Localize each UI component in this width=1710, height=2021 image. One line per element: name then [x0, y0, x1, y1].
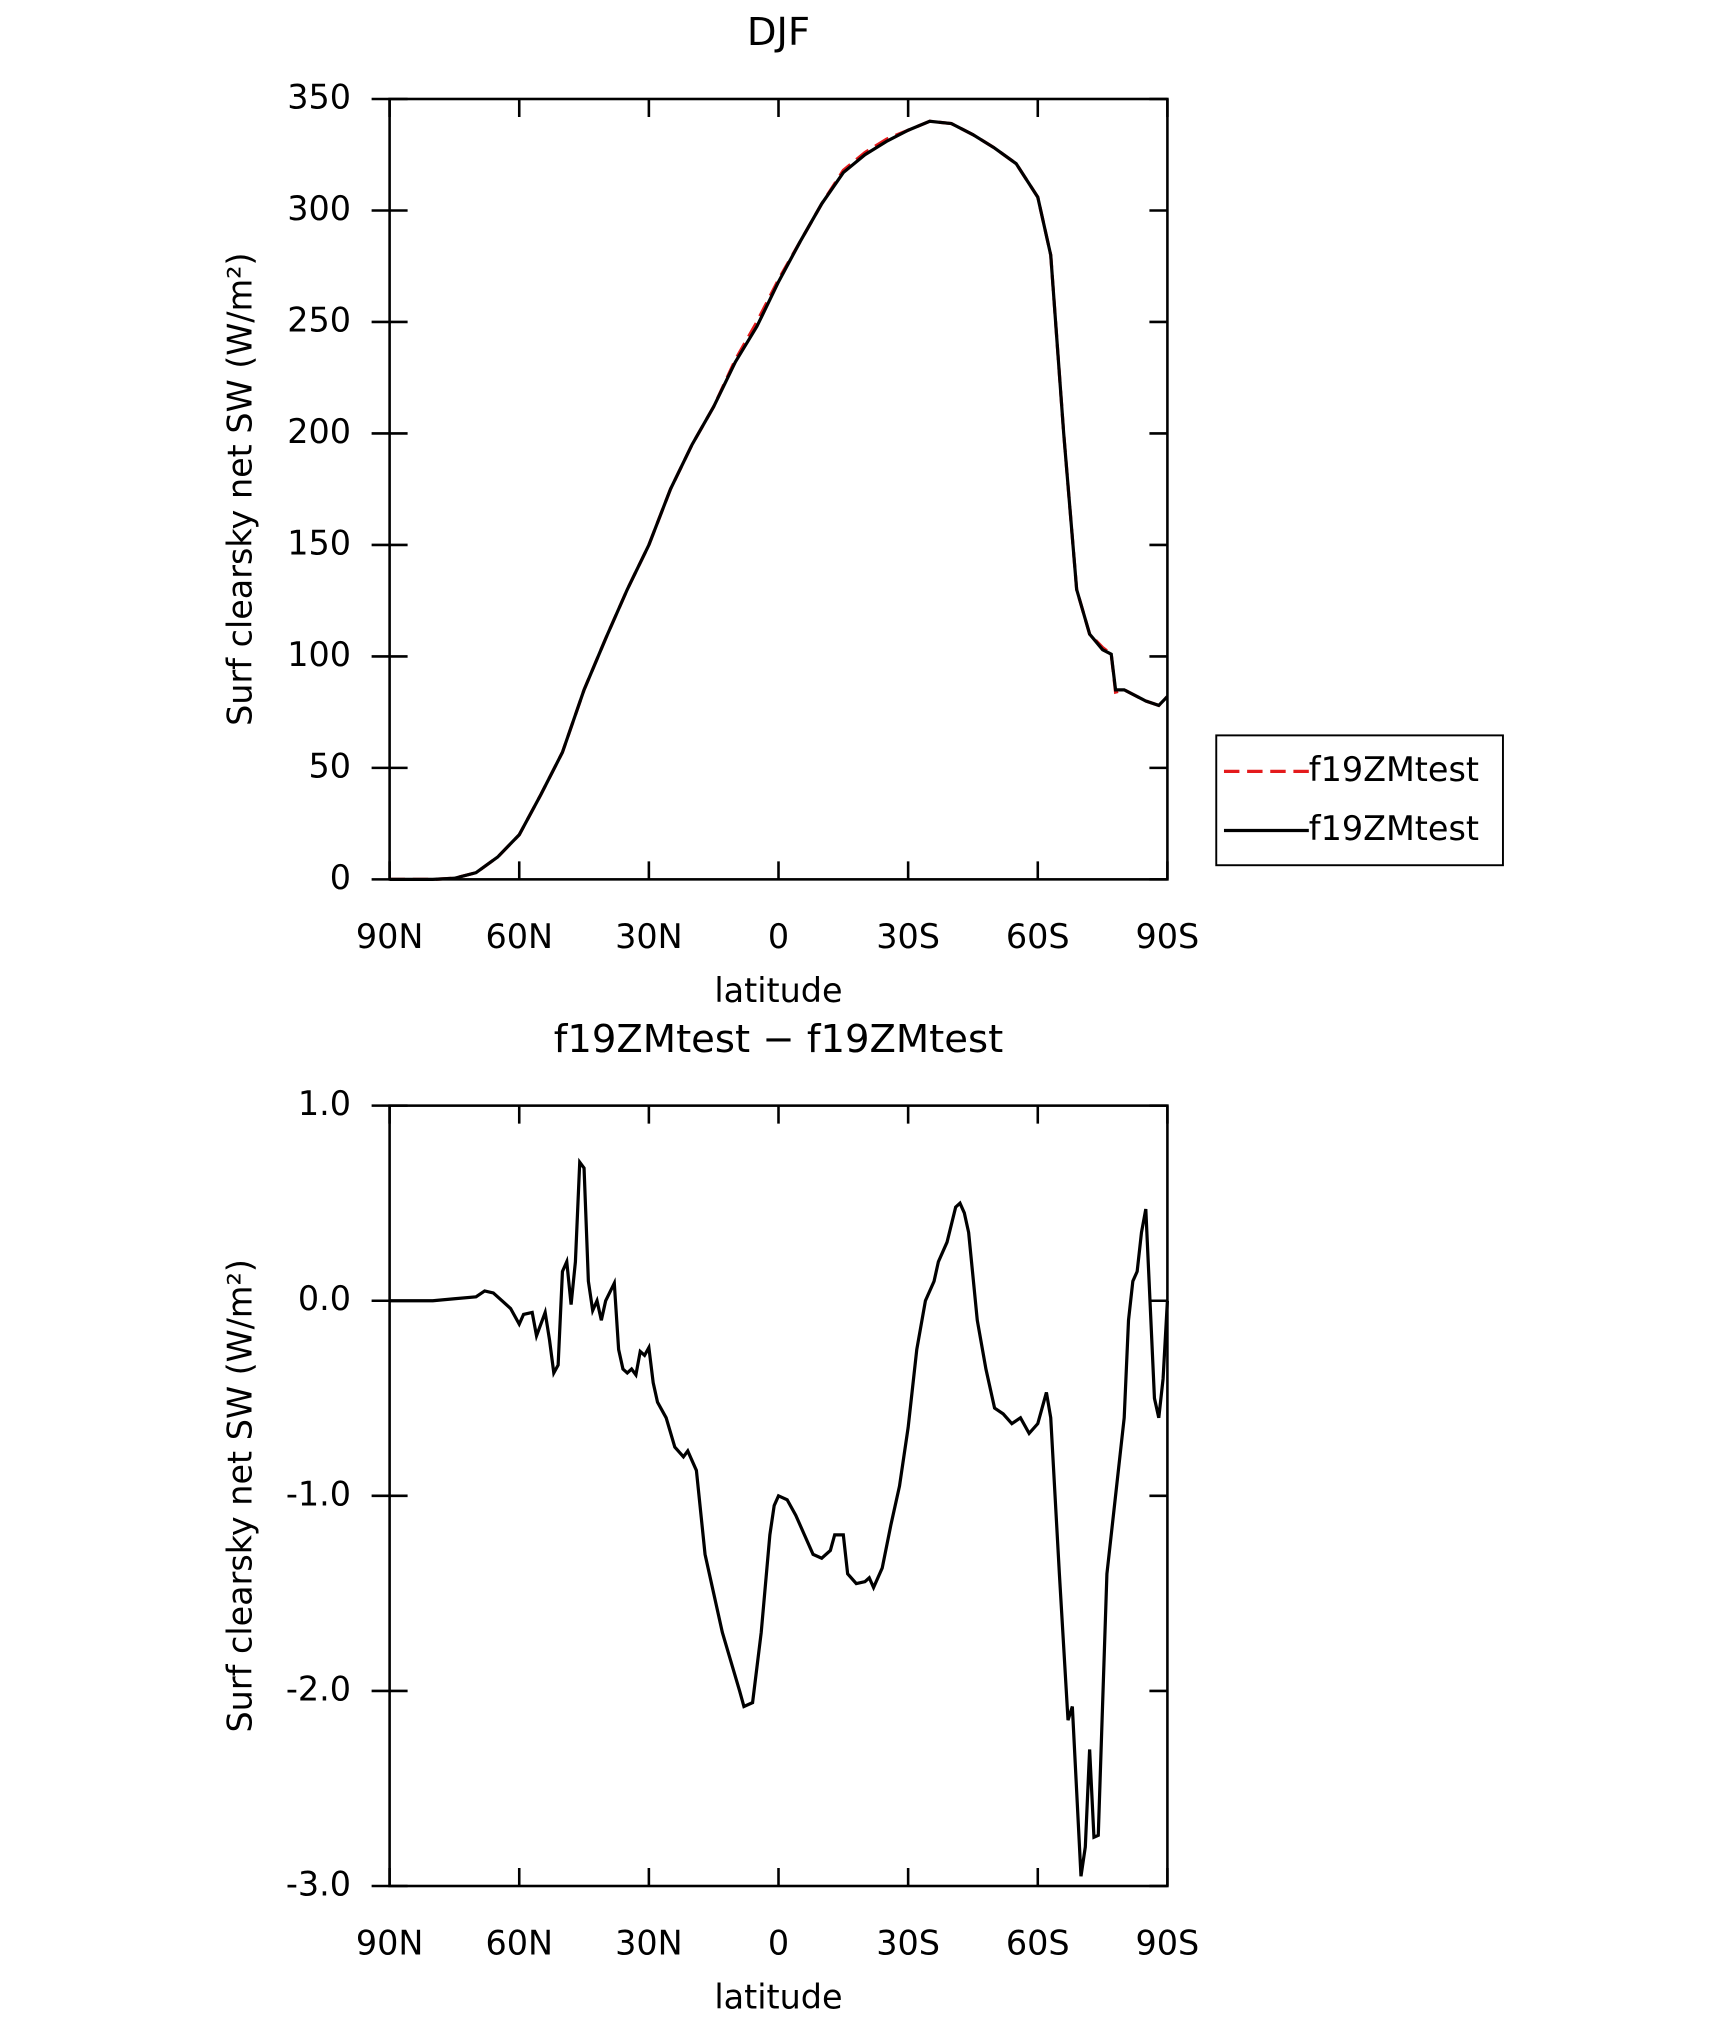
- legend-box: [1215, 734, 1504, 867]
- y-tick-label: -1.0: [286, 1474, 351, 1513]
- chart-title: DJF: [747, 10, 810, 55]
- y-tick-label: 0.0: [298, 1279, 351, 1318]
- x-tick-label: 90S: [1136, 917, 1200, 956]
- y-tick-label: 250: [287, 300, 351, 339]
- y-tick-label: -3.0: [286, 1865, 351, 1904]
- x-tick-label: 90N: [356, 1924, 424, 1963]
- y-tick-label: 0: [330, 858, 351, 897]
- x-tick-label: 60N: [485, 917, 553, 956]
- x-tick-label: 30S: [876, 1924, 940, 1963]
- y-tick-label: 150: [287, 523, 351, 562]
- line-series: [389, 119, 1169, 881]
- x-tick-label: 30N: [615, 917, 683, 956]
- x-axis-label: latitude: [714, 971, 842, 1010]
- y-tick-label: 200: [287, 412, 351, 451]
- line-series: [389, 119, 1169, 881]
- y-tick-label: 350: [287, 77, 351, 116]
- plot-frame: [388, 1104, 1169, 1888]
- y-axis-label: Surf clearsky net SW (W/m²): [220, 252, 259, 725]
- x-axis-label: latitude: [714, 1978, 842, 2017]
- y-tick-label: 100: [287, 635, 351, 674]
- line-series: [389, 1157, 1170, 1877]
- x-tick-label: 60S: [1006, 1924, 1070, 1963]
- chart-title: f19ZMtest − f19ZMtest: [554, 1017, 1003, 1062]
- x-tick-label: 90N: [356, 917, 424, 956]
- y-tick-label: 50: [309, 746, 352, 785]
- x-tick-label: 30N: [615, 1924, 683, 1963]
- x-tick-label: 60N: [485, 1924, 553, 1963]
- y-tick-label: 1.0: [298, 1084, 351, 1123]
- x-tick-label: 30S: [876, 917, 940, 956]
- plot-frame: [388, 97, 1169, 881]
- x-tick-label: 0: [768, 1924, 789, 1963]
- x-tick-label: 90S: [1136, 1924, 1200, 1963]
- legend-label: f19ZMtest: [1309, 809, 1479, 848]
- y-tick-label: -2.0: [286, 1669, 351, 1708]
- x-tick-label: 0: [768, 917, 789, 956]
- legend-label: f19ZMtest: [1309, 750, 1479, 789]
- y-axis-label: Surf clearsky net SW (W/m²): [220, 1259, 259, 1732]
- y-tick-label: 300: [287, 189, 351, 228]
- x-tick-label: 60S: [1006, 917, 1070, 956]
